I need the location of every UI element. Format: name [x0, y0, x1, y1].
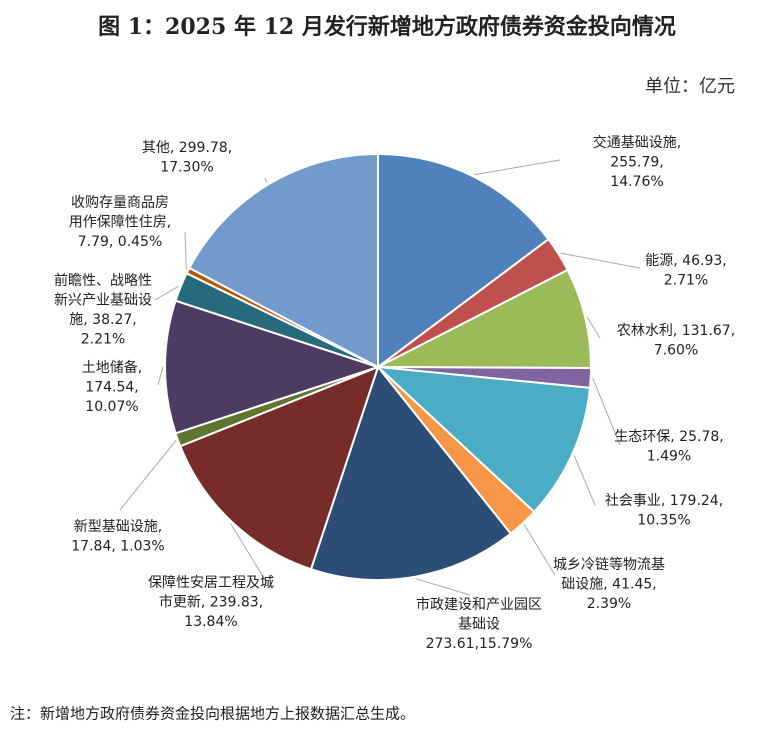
pie-slice	[375, 365, 592, 514]
leader-line	[264, 177, 268, 184]
data-label: 7.79, 0.45%	[78, 234, 163, 250]
data-label: 基础设	[458, 616, 500, 633]
data-label: 社会事业, 179.24,	[605, 493, 723, 509]
data-label: 市更新, 239.83,	[159, 594, 263, 611]
data-label: 255.79,	[610, 155, 663, 171]
data-label: 生态环保, 25.78,	[614, 429, 723, 445]
pie-slice	[377, 152, 550, 369]
data-label: 交通基础设施,	[593, 134, 681, 151]
footnote: 注：新增地方政府债券资金投向根据地方上报数据汇总生成。	[10, 705, 415, 723]
data-label: 城乡冷链等物流基	[553, 556, 665, 573]
data-label: 新兴产业基础设	[54, 292, 152, 309]
data-label: 能源, 46.93,	[645, 253, 726, 269]
leader-line	[184, 231, 187, 270]
leader-line	[592, 377, 621, 446]
data-label: 市政建设和产业园区	[416, 596, 542, 613]
pie-slice	[178, 365, 380, 571]
leader-line	[119, 440, 177, 511]
unit-label: 单位：亿元	[645, 76, 735, 97]
data-label: 2.21%	[81, 332, 125, 348]
data-label: 17.30%	[160, 160, 213, 176]
data-label: 2.39%	[587, 596, 631, 612]
data-label: 础设施, 41.45,	[561, 577, 656, 593]
data-label: 农林水利, 131.67,	[617, 323, 735, 339]
data-label: 1.49%	[647, 449, 691, 465]
leader-line	[230, 523, 271, 589]
leader-line	[474, 159, 561, 176]
pie-slice	[164, 299, 382, 435]
data-label: 174.54,	[85, 380, 138, 396]
leader-line	[560, 252, 641, 269]
data-label: 13.84%	[184, 614, 237, 630]
pie-slice	[188, 152, 379, 369]
data-label: 用作保障性住房,	[69, 215, 171, 231]
data-label: 保障性安居工程及城	[148, 575, 274, 591]
data-label: 2.71%	[664, 273, 708, 289]
data-label: 施, 38.27,	[69, 312, 136, 328]
data-label: 其他, 299.78,	[142, 140, 232, 156]
data-label: 10.35%	[637, 513, 690, 529]
data-label: 前瞻性、战略性	[54, 272, 152, 289]
data-label: 17.84, 1.03%	[71, 539, 164, 555]
leader-line	[157, 366, 164, 386]
data-label: 新型基础设施,	[74, 518, 162, 535]
leader-line	[573, 455, 596, 506]
data-label: 273.61,15.79%	[426, 636, 533, 652]
data-label: 收购存量商品房	[71, 195, 169, 211]
data-label: 10.07%	[85, 399, 138, 415]
leader-line	[523, 524, 556, 576]
leader-line	[586, 316, 601, 339]
data-label: 土地储备,	[82, 359, 142, 376]
pie-slice	[377, 268, 592, 369]
leader-line	[154, 285, 180, 301]
data-label: 14.76%	[610, 174, 663, 190]
chart-title: 图 1：2025 年 12 月发行新增地方政府债券资金投向情况	[98, 14, 676, 40]
leader-line	[415, 578, 471, 596]
data-label: 7.60%	[654, 343, 698, 359]
